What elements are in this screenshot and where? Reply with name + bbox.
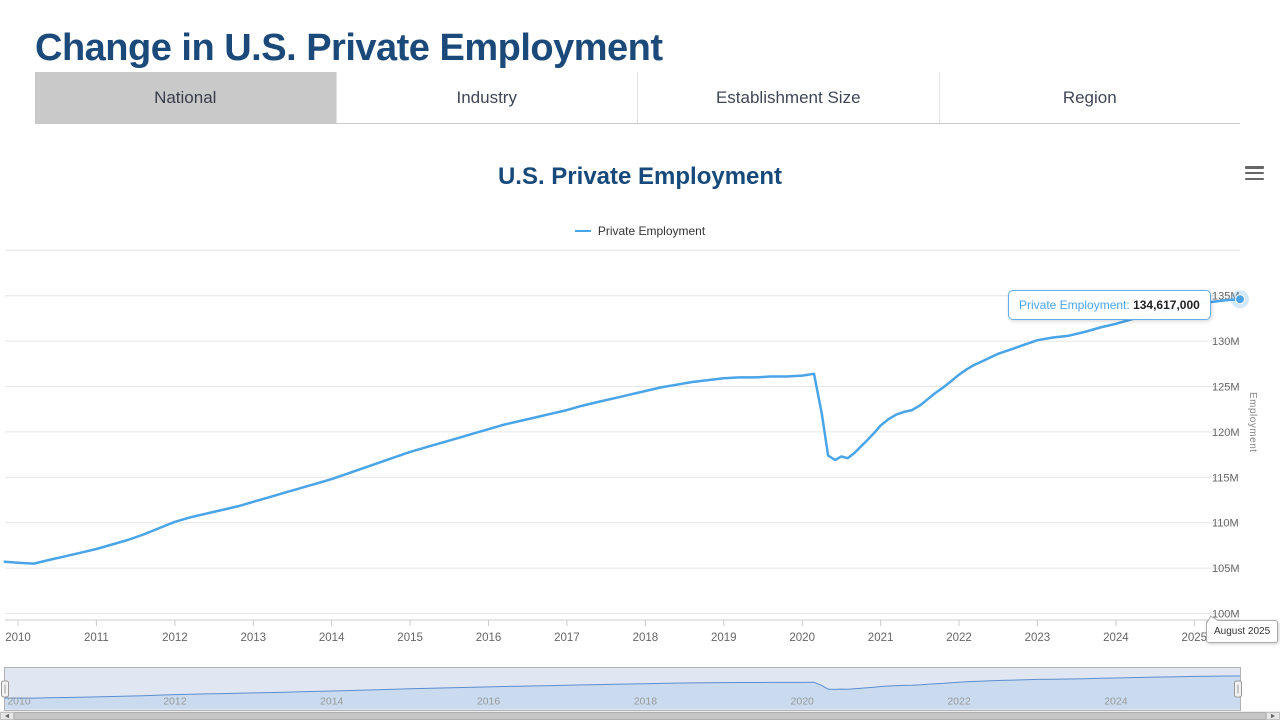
x-axis-label: 2011	[84, 632, 109, 644]
x-axis-label: 2014	[319, 632, 345, 644]
x-axis-label: 2012	[162, 632, 188, 644]
x-axis-label: 2018	[633, 632, 659, 644]
navigator-axis-label: 2018	[634, 696, 658, 708]
legend-line-marker	[574, 230, 591, 232]
tooltip-series-label: Private Employment:	[1019, 298, 1130, 312]
tab-national[interactable]: National	[35, 72, 336, 123]
chart-tooltip: Private Employment: 134,617,000	[1008, 290, 1211, 320]
tab-industry[interactable]: Industry	[335, 72, 637, 123]
navigator-axis-label: 2010	[7, 696, 31, 708]
chart-legend: Private Employment	[0, 224, 1280, 238]
x-axis-label: 2022	[946, 632, 972, 644]
legend-item-private-employment[interactable]: Private Employment	[597, 224, 706, 238]
x-axis-label: 2021	[868, 632, 894, 644]
export-menu-button[interactable]	[1245, 166, 1264, 180]
navigator-axis-label: 2014	[320, 696, 344, 708]
hamburger-icon	[1245, 177, 1264, 180]
x-axis-label: 2013	[241, 632, 267, 644]
navigator-axis-label: 2016	[477, 696, 501, 708]
last-point-marker[interactable]	[1235, 294, 1245, 305]
x-axis-label: 2017	[554, 632, 580, 644]
navigator-axis-label: 2022	[947, 696, 971, 708]
x-axis-label: 2016	[476, 632, 502, 644]
x-axis-label: 2025	[1182, 632, 1208, 644]
x-axis-label: 2015	[397, 632, 423, 644]
x-axis-label: 2023	[1025, 632, 1051, 644]
y-axis-label: 115M	[1212, 472, 1239, 484]
navigator-line	[4, 675, 1240, 699]
chart-title: U.S. Private Employment	[497, 163, 783, 190]
tab-bar: National Industry Establishment Size Reg…	[35, 72, 1240, 124]
x-axis-label: 2019	[711, 632, 737, 644]
y-axis-label: 130M	[1212, 336, 1240, 348]
tooltip-value: 134,617,000	[1133, 298, 1200, 312]
hamburger-icon	[1245, 171, 1264, 175]
y-axis-label: 110M	[1212, 518, 1239, 530]
navigator-mask[interactable]	[5, 668, 1240, 710]
navigator-axis-label: 2020	[791, 696, 815, 708]
y-axis-label: 125M	[1212, 382, 1240, 394]
scrollbar-right-arrow-icon	[1271, 713, 1275, 719]
scrollbar-thumb[interactable]	[13, 712, 1267, 720]
series-line-private-employment	[3, 297, 1242, 565]
x-axis-label: 2024	[1103, 632, 1129, 644]
y-axis-label: 105M	[1212, 563, 1240, 575]
scrollbar-left-arrow-icon	[5, 713, 9, 719]
tab-region[interactable]: Region	[938, 72, 1240, 123]
hamburger-icon	[1245, 166, 1264, 169]
page-title: Change in U.S. Private Employment	[35, 27, 663, 70]
x-axis-label: 2010	[5, 632, 31, 644]
navigator-axis-label: 2012	[163, 696, 187, 708]
x-cursor-label: August 2025	[1206, 620, 1279, 643]
y-axis-label: 120M	[1212, 427, 1240, 439]
tab-establishment-size[interactable]: Establishment Size	[637, 72, 939, 123]
x-axis-label: 2020	[789, 632, 815, 644]
navigator-axis-label: 2024	[1104, 696, 1128, 708]
y-axis-label: 100M	[1212, 609, 1240, 621]
y-axis-title: Employment	[1247, 392, 1258, 453]
